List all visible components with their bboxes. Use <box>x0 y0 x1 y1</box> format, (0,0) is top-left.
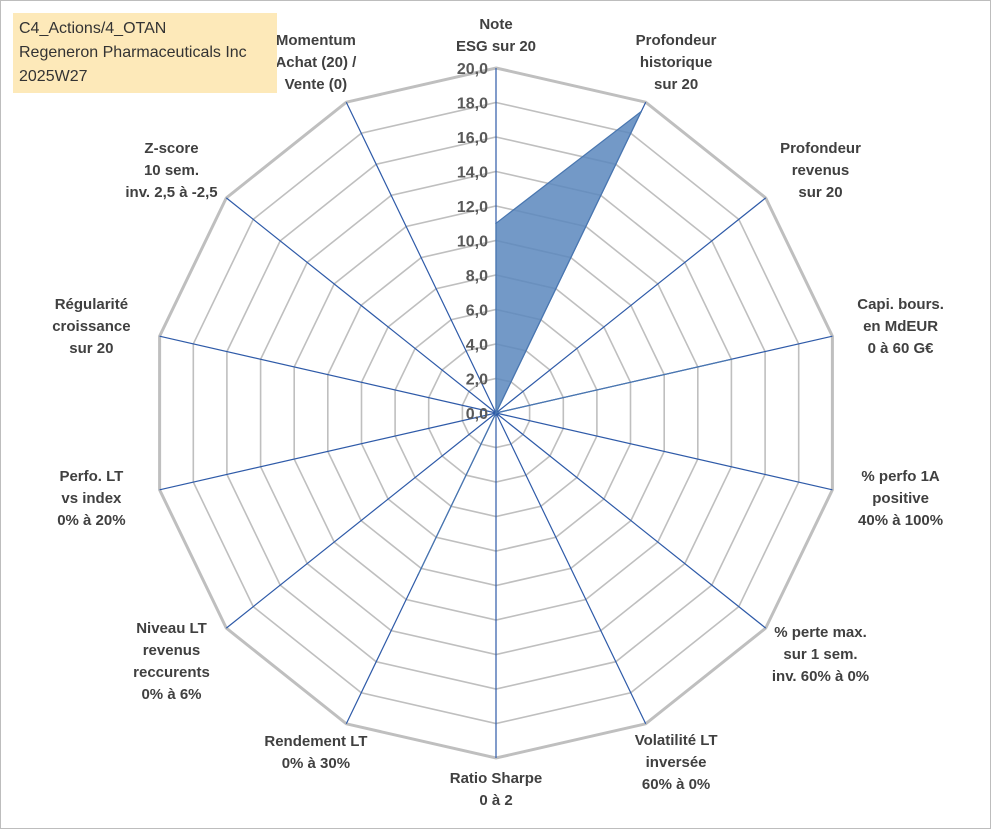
axis-label-8-line-1: 0% à 30% <box>281 754 351 772</box>
data-point-0 <box>495 222 497 225</box>
axis-label-11-line-0: Régularité <box>54 295 129 313</box>
axis-label-7-line-0: Ratio Sharpe <box>449 770 543 787</box>
series-layer <box>417 110 733 576</box>
axis-label-13-line-1: Achat (20) / <box>275 54 357 72</box>
spoke-2 <box>495 197 767 414</box>
axis-label-4-line-0: % perfo 1A <box>861 468 940 486</box>
spoke-5 <box>495 412 767 629</box>
tick-label-9: 18,0 <box>457 96 488 113</box>
tick-label-4: 8,0 <box>466 268 488 285</box>
axis-label-0: Note ESG sur 20 <box>434 14 558 58</box>
axis-label-6-line-0: Volatilité LT <box>634 731 718 749</box>
axis-label-2-line-2: sur 20 <box>798 184 843 202</box>
tick-label-1: 2,0 <box>466 372 488 389</box>
spoke-4 <box>495 412 833 491</box>
axis-label-6-line-1: inversée <box>645 753 707 771</box>
axis-label-0-line-0: Note <box>479 16 513 33</box>
axis-label-6: Volatilité LT inversée 60% à 0% <box>614 730 738 796</box>
tick-label-7: 14,0 <box>457 165 488 182</box>
title-line-1: C4_Actions/4_OTAN <box>19 20 167 37</box>
axis-label-11-line-2: sur 20 <box>69 339 114 357</box>
tick-label-3: 6,0 <box>466 303 488 320</box>
axis-label-10-line-0: Perfo. LT <box>59 468 124 486</box>
axis-label-4-line-1: positive <box>872 490 929 508</box>
axis-label-2: Profondeur revenus sur 20 <box>759 138 883 204</box>
axis-label-5: % perte max. sur 1 sem. inv. 60% à 0% <box>759 622 883 688</box>
axis-label-10-line-1: vs index <box>61 490 122 508</box>
axis-label-7-line-1: 0 à 2 <box>479 792 513 809</box>
spoke-10 <box>159 412 497 491</box>
data-point-1 <box>640 110 642 113</box>
axis-label-2-line-1: revenus <box>791 162 850 180</box>
tick-layer: 0,0 2,0 4,0 6,0 8,0 10,0 12,0 14,0 16,0 18,0 20,0 <box>457 61 488 423</box>
spoke-9 <box>225 412 497 629</box>
axis-label-1-line-0: Profondeur <box>635 32 717 50</box>
axis-label-1-line-1: historique <box>639 54 713 72</box>
axis-label-13-line-0: Momentum <box>275 32 356 50</box>
axis-label-2-line-0: Profondeur <box>780 140 861 158</box>
axis-label-8-line-0: Rendement LT <box>264 732 368 750</box>
axis-label-13: Momentum Achat (20) / Vente (0) <box>254 30 378 96</box>
axis-label-9-line-2: reccurents <box>133 663 210 681</box>
axis-label-4: % perfo 1A positive 40% à 100% <box>839 466 963 532</box>
tick-label-2: 4,0 <box>466 337 488 354</box>
axis-label-11-line-1: croissance <box>52 317 131 335</box>
axis-label-12-line-1: 10 sem. <box>143 162 200 180</box>
data-point-13 <box>495 412 497 414</box>
axis-label-9: Niveau LT revenus reccurents 0% à 6% <box>110 618 234 706</box>
axis-label-5-line-2: inv. 60% à 0% <box>771 667 870 685</box>
axis-label-1-line-2: sur 20 <box>653 76 699 94</box>
tick-label-0: 0,0 <box>466 406 488 423</box>
axis-label-4-line-2: 40% à 100% <box>858 512 944 530</box>
title-line-2: Regeneron Pharmaceuticals Inc <box>19 44 247 61</box>
axis-label-3-line-2: 0 à 60 G€ <box>867 339 934 357</box>
axis-label-12-line-2: inv. 2,5 à -2,5 <box>125 184 218 202</box>
axis-label-5-line-1: sur 1 sem. <box>783 645 858 663</box>
spoke-13 <box>345 101 497 414</box>
axis-label-9-line-0: Niveau LT <box>136 619 207 637</box>
axis-label-3: Capi. bours. en MdEUR 0 à 60 G€ <box>839 294 963 360</box>
data-area <box>417 111 732 575</box>
axis-label-9-line-1: revenus <box>142 641 201 659</box>
axis-label-8: Rendement LT 0% à 30% <box>254 731 378 775</box>
axis-label-10-line-2: 0% à 20% <box>57 512 126 530</box>
tick-label-8: 16,0 <box>457 130 488 147</box>
spoke-6 <box>495 412 647 725</box>
data-point-8 <box>417 573 420 576</box>
axis-label-3-line-0: Capi. bours. <box>857 295 944 313</box>
axis-label-1: Profondeur historique sur 20 <box>614 30 738 96</box>
spoke-11 <box>159 335 497 414</box>
axis-label-13-line-2: Vente (0) <box>284 76 348 94</box>
axis-label-5-line-0: % perte max. <box>774 623 867 641</box>
axis-label-11: Régularité croissance sur 20 <box>29 294 153 360</box>
axis-label-9-line-3: 0% à 6% <box>141 685 202 703</box>
title-line-3: 2025W27 <box>19 68 88 85</box>
axis-label-12-line-0: Z-score <box>144 140 199 158</box>
axis-label-12: Z-score 10 sem. inv. 2,5 à -2,5 <box>110 138 234 204</box>
tick-label-5: 10,0 <box>457 234 488 251</box>
data-point-3 <box>730 358 733 361</box>
axis-label-7: Ratio Sharpe 0 à 2 <box>434 768 558 812</box>
chart-title-box: C4_Actions/4_OTAN Regeneron Pharmaceutic… <box>13 13 277 93</box>
axis-label-6-line-2: 60% à 0% <box>641 775 711 793</box>
spoke-12 <box>225 197 497 414</box>
axis-label-10: Perfo. LT vs index 0% à 20% <box>29 466 153 532</box>
axis-label-0-line-1: ESG sur 20 <box>455 38 537 55</box>
axis-label-3-line-1: en MdEUR <box>863 317 939 335</box>
tick-label-6: 12,0 <box>457 199 488 216</box>
tick-label-10: 20,0 <box>457 61 488 78</box>
